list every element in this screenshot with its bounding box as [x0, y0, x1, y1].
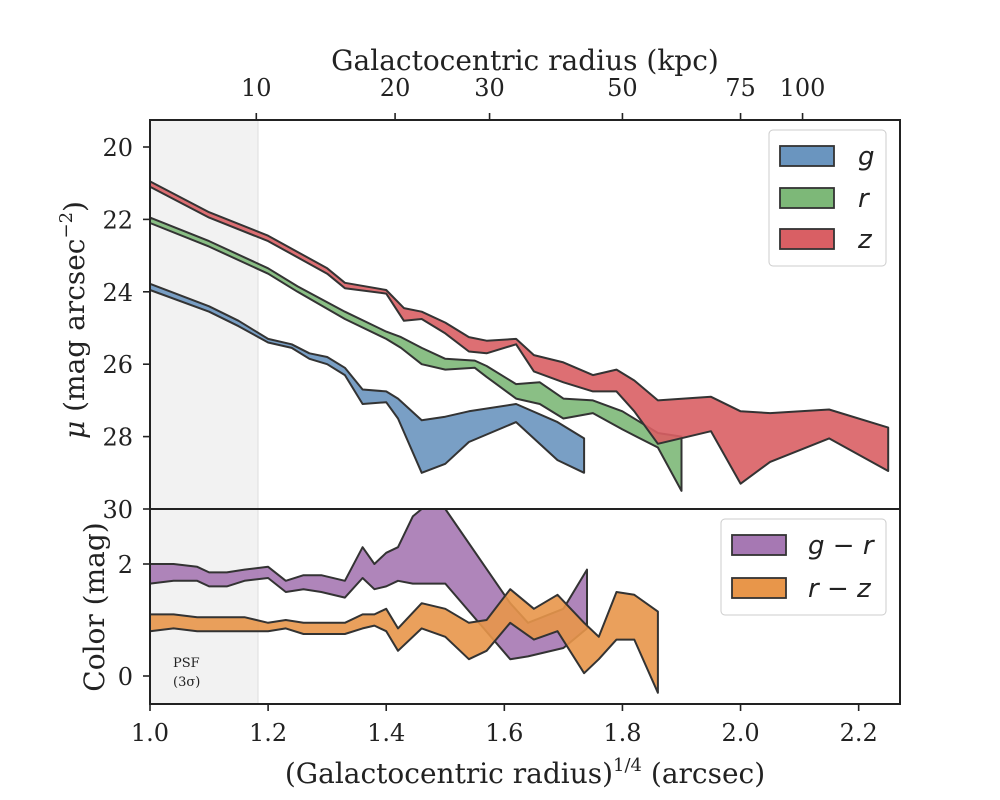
- xtick-label: 1.8: [603, 719, 641, 747]
- top-ytick-label: 20: [102, 134, 133, 162]
- psf-shade-top: [150, 120, 258, 509]
- xtick-label: 1.2: [249, 719, 287, 747]
- legend-label-r-z: r − z: [808, 574, 872, 604]
- psf-shade-bottom: [150, 509, 258, 704]
- legend-swatch-r-z: [731, 577, 787, 599]
- kpc-tick-label: 10: [241, 74, 272, 102]
- legend-swatch-g: [779, 145, 835, 167]
- top-y-axis-title: μ (mag arcsec−2): [56, 201, 91, 439]
- top-ytick-label: 28: [102, 424, 133, 452]
- top-ytick-label: 26: [102, 351, 133, 379]
- psf-sigma-label: (3σ): [173, 675, 200, 690]
- bottom-ytick-label: 0: [118, 663, 133, 691]
- band-r-z: [149, 588, 659, 694]
- top-ytick-label: 24: [102, 279, 133, 307]
- xtick-label: 2.2: [840, 719, 878, 747]
- xtick-label: 1.0: [131, 719, 169, 747]
- bottom-y-axis-title: Color (mag): [78, 522, 111, 691]
- kpc-tick-label: 50: [607, 74, 638, 102]
- band-r: [149, 216, 683, 492]
- kpc-tick-label: 20: [380, 74, 411, 102]
- legend-swatch-g-r: [731, 534, 787, 556]
- bottom-ytick-label: 2: [118, 551, 133, 579]
- bottom-x-ticks: 1.0 1.2 1.4 1.6 1.8 2.0 2.2: [131, 704, 878, 747]
- top-legend: g r z: [768, 129, 887, 267]
- top-y-ticks: 20 22 24 26 28 30: [102, 134, 150, 524]
- legend-label-g: g: [858, 142, 875, 172]
- kpc-tick-label: 75: [725, 74, 756, 102]
- color-profile-series: [149, 508, 659, 694]
- bottom-legend: g − r r − z: [720, 518, 887, 616]
- legend-label-r: r: [858, 184, 871, 214]
- band-profile-series: [149, 180, 890, 492]
- psf-label: PSF: [173, 656, 200, 671]
- xtick-label: 2.0: [721, 719, 759, 747]
- kpc-tick-label: 100: [780, 74, 826, 102]
- top-ytick-label: 30: [102, 496, 133, 524]
- legend-swatch-r: [779, 187, 835, 209]
- legend-swatch-z: [779, 228, 835, 250]
- band-z: [149, 180, 890, 485]
- x-axis-title: (Galactocentric radius)1/4 (arcsec): [285, 755, 765, 790]
- xtick-label: 1.4: [367, 719, 405, 747]
- band-g: [149, 282, 586, 474]
- xtick-label: 1.6: [485, 719, 523, 747]
- top-ytick-label: 22: [102, 206, 133, 234]
- top-x-ticks-kpc: 10 20 30 50 75 100: [241, 74, 825, 120]
- top-axis-title: Galactocentric radius (kpc): [331, 44, 719, 77]
- bottom-y-ticks: 02: [118, 551, 150, 691]
- bottom-panel-frame: [149, 508, 901, 705]
- kpc-tick-label: 30: [474, 74, 505, 102]
- legend-label-z: z: [857, 225, 873, 255]
- legend-label-g-r: g − r: [808, 531, 876, 561]
